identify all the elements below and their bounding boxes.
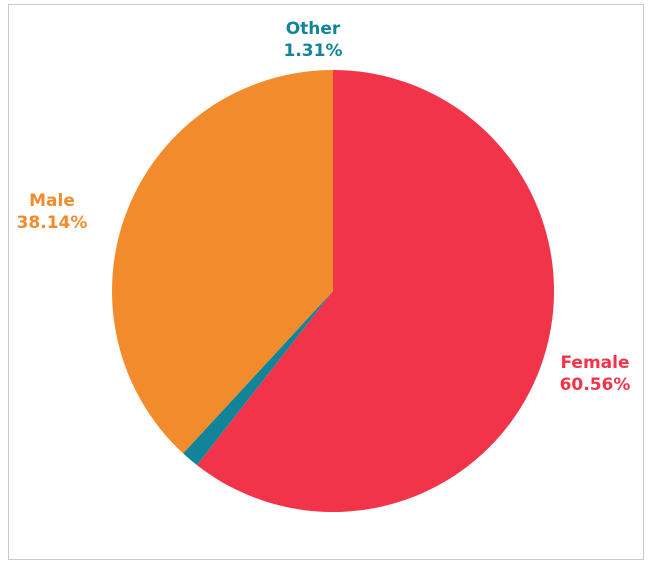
slice-label-female-name: Female (560, 353, 630, 373)
pie-slice-male (112, 70, 333, 454)
slice-label-female: Female 60.56% (552, 352, 638, 396)
pie-slice-other (183, 291, 333, 466)
slice-label-other: Other 1.31% (278, 18, 348, 62)
slice-label-male-name: Male (29, 191, 75, 211)
slice-label-male: Male 38.14% (16, 190, 88, 234)
slice-label-other-value: 1.31% (283, 41, 343, 61)
slice-label-male-value: 38.14% (16, 213, 88, 233)
slice-label-other-name: Other (285, 19, 341, 39)
pie-slice-female (196, 70, 555, 512)
slice-label-female-value: 60.56% (559, 375, 631, 395)
